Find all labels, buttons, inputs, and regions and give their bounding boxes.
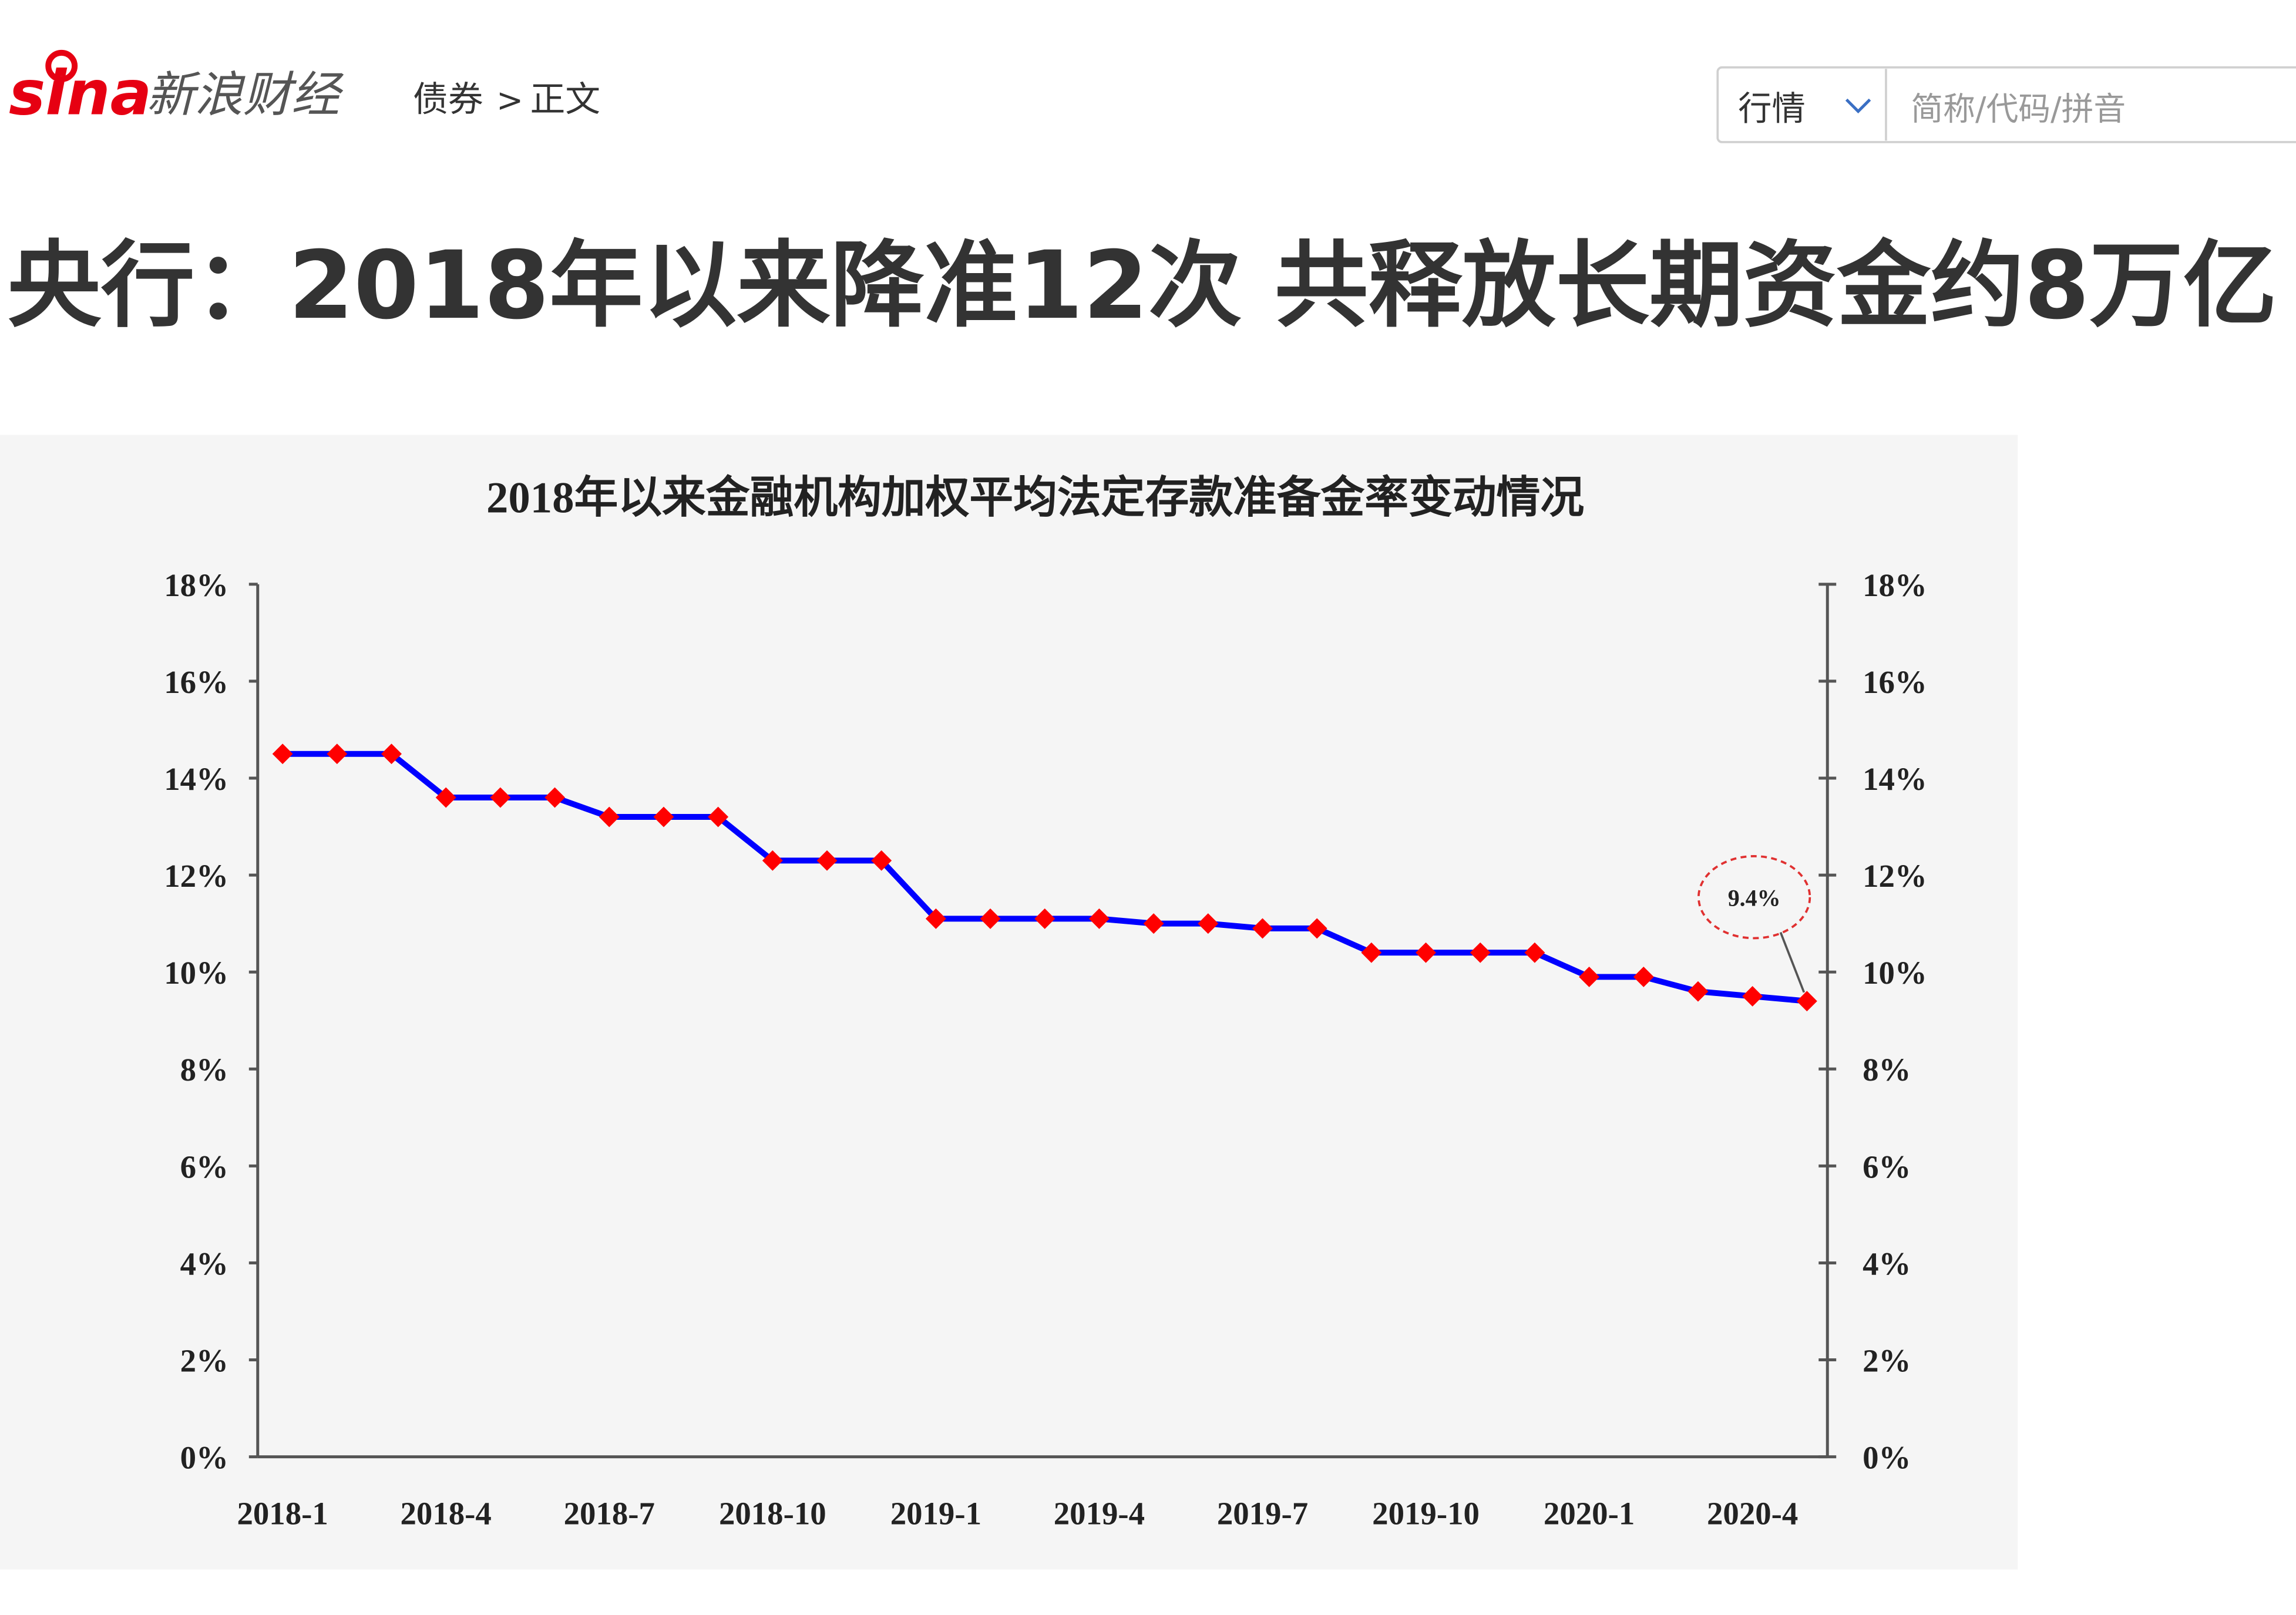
chart: 0% 2% 4% 6% 8% 10% 12% 14% 16% 18% 0% 2% 4% 6% 8% 10% 12… xyxy=(164,567,1927,1532)
data-marker xyxy=(1143,913,1164,934)
data-marker xyxy=(1687,981,1709,1002)
search-box xyxy=(1716,66,2296,143)
data-marker xyxy=(1796,991,1817,1012)
brand-text: 新浪财经 xyxy=(146,68,344,123)
market-select-label: 行情 xyxy=(1738,89,1806,129)
y-tick-label: 6% xyxy=(180,1149,228,1185)
y-tick-label: 14% xyxy=(164,761,228,797)
market-select[interactable]: 行情 xyxy=(1738,89,1871,129)
chevron-icon xyxy=(1845,98,1871,114)
data-marker xyxy=(1198,913,1219,934)
search-input[interactable]: 简称/代码/拼音 xyxy=(1911,90,2126,128)
data-marker xyxy=(1416,942,1436,963)
breadcrumb-current: 正文 xyxy=(530,79,600,120)
x-tick-label: 2019-7 xyxy=(1217,1495,1308,1531)
annotation-leader xyxy=(1779,931,1806,993)
y-tick-label: 16% xyxy=(164,664,228,700)
breadcrumb-separator: > xyxy=(496,82,523,119)
data-marker xyxy=(708,806,729,827)
y2-tick-label: 10% xyxy=(1863,955,1927,991)
x-tick-label: 2020-4 xyxy=(1707,1495,1798,1531)
data-marker xyxy=(1088,908,1110,929)
data-marker xyxy=(762,850,783,871)
logo-eye xyxy=(45,49,78,82)
y-tick-label: 0% xyxy=(180,1440,228,1476)
annotation-text: 9.4% xyxy=(1728,885,1781,911)
data-marker xyxy=(980,908,1001,929)
data-marker xyxy=(272,743,293,765)
data-marker xyxy=(653,806,674,827)
data-marker xyxy=(1579,966,1600,987)
data-marker xyxy=(871,850,892,871)
y2-tick-label: 0% xyxy=(1863,1440,1911,1476)
data-marker xyxy=(1306,918,1327,939)
x-tick-label: 2020-1 xyxy=(1544,1495,1635,1531)
y2-tick-label: 16% xyxy=(1863,664,1927,700)
y2-tick-label: 8% xyxy=(1863,1052,1911,1088)
x-tick-label: 2019-1 xyxy=(890,1495,981,1531)
data-marker xyxy=(490,787,511,808)
x-tick-label: 2018-4 xyxy=(401,1495,492,1531)
data-marker xyxy=(816,850,838,871)
chart-background xyxy=(0,435,2018,1570)
data-marker xyxy=(544,787,566,808)
y-tick-label: 18% xyxy=(164,567,228,603)
x-tick-label: 2018-7 xyxy=(564,1495,655,1531)
x-tick-label: 2019-4 xyxy=(1054,1495,1145,1531)
y2-tick-label: 12% xyxy=(1863,858,1927,894)
y2-tick-label: 14% xyxy=(1863,761,1927,797)
x-tick-label: 2018-1 xyxy=(237,1495,328,1531)
data-marker xyxy=(1524,942,1545,963)
data-marker xyxy=(435,787,456,808)
y2-tick-label: 4% xyxy=(1863,1246,1911,1281)
y2-tick-label: 2% xyxy=(1863,1343,1911,1378)
y-tick-label: 10% xyxy=(164,955,228,991)
data-marker xyxy=(1361,942,1382,963)
annotation-circle xyxy=(1697,855,1811,940)
data-marker xyxy=(1742,986,1763,1007)
breadcrumb-link[interactable]: 债券 xyxy=(413,79,483,120)
article-title: 央行：2018年以来降准12次 共释放长期资金约8万亿 xyxy=(7,231,2277,340)
data-marker xyxy=(925,908,946,929)
y2-tick-label: 18% xyxy=(1863,567,1927,603)
y-tick-label: 2% xyxy=(180,1343,228,1378)
data-marker xyxy=(381,743,402,765)
y2-tick-label: 6% xyxy=(1863,1149,1911,1185)
logo-text: sina xyxy=(9,58,152,129)
x-tick-label: 2019-10 xyxy=(1372,1495,1480,1531)
data-marker xyxy=(599,806,620,827)
y-tick-label: 4% xyxy=(180,1246,228,1281)
chart-title: 2018年以来金融机构加权平均法定存款准备金率变动情况 xyxy=(486,474,1584,523)
data-marker xyxy=(1252,918,1273,939)
y-tick-label: 8% xyxy=(180,1052,228,1088)
x-tick-label: 2018-10 xyxy=(719,1495,826,1531)
logo[interactable]: sina 新浪财经 xyxy=(9,49,344,129)
data-marker xyxy=(1034,908,1055,929)
y-tick-label: 12% xyxy=(164,858,228,894)
